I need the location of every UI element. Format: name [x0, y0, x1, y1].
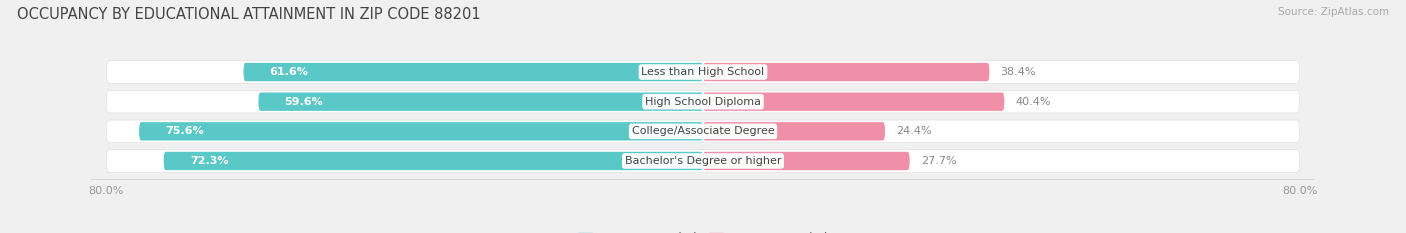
Text: 61.6%: 61.6%: [270, 67, 308, 77]
FancyBboxPatch shape: [703, 152, 910, 170]
Text: Bachelor's Degree or higher: Bachelor's Degree or higher: [624, 156, 782, 166]
FancyBboxPatch shape: [703, 63, 990, 81]
Text: 27.7%: 27.7%: [921, 156, 956, 166]
Text: 38.4%: 38.4%: [1001, 67, 1036, 77]
Text: 75.6%: 75.6%: [166, 126, 204, 136]
Legend: Owner-occupied, Renter-occupied: Owner-occupied, Renter-occupied: [572, 227, 834, 233]
Text: 24.4%: 24.4%: [896, 126, 932, 136]
FancyBboxPatch shape: [163, 152, 703, 170]
Text: High School Diploma: High School Diploma: [645, 97, 761, 107]
Text: College/Associate Degree: College/Associate Degree: [631, 126, 775, 136]
FancyBboxPatch shape: [107, 90, 1299, 113]
FancyBboxPatch shape: [703, 122, 884, 140]
FancyBboxPatch shape: [107, 120, 1299, 143]
FancyBboxPatch shape: [107, 61, 1299, 83]
Text: 72.3%: 72.3%: [190, 156, 228, 166]
Text: Source: ZipAtlas.com: Source: ZipAtlas.com: [1278, 7, 1389, 17]
FancyBboxPatch shape: [259, 93, 703, 111]
Text: OCCUPANCY BY EDUCATIONAL ATTAINMENT IN ZIP CODE 88201: OCCUPANCY BY EDUCATIONAL ATTAINMENT IN Z…: [17, 7, 481, 22]
FancyBboxPatch shape: [243, 63, 703, 81]
Text: Less than High School: Less than High School: [641, 67, 765, 77]
Text: 40.4%: 40.4%: [1015, 97, 1052, 107]
FancyBboxPatch shape: [139, 122, 703, 140]
FancyBboxPatch shape: [107, 150, 1299, 172]
FancyBboxPatch shape: [703, 93, 1004, 111]
Text: 59.6%: 59.6%: [284, 97, 323, 107]
